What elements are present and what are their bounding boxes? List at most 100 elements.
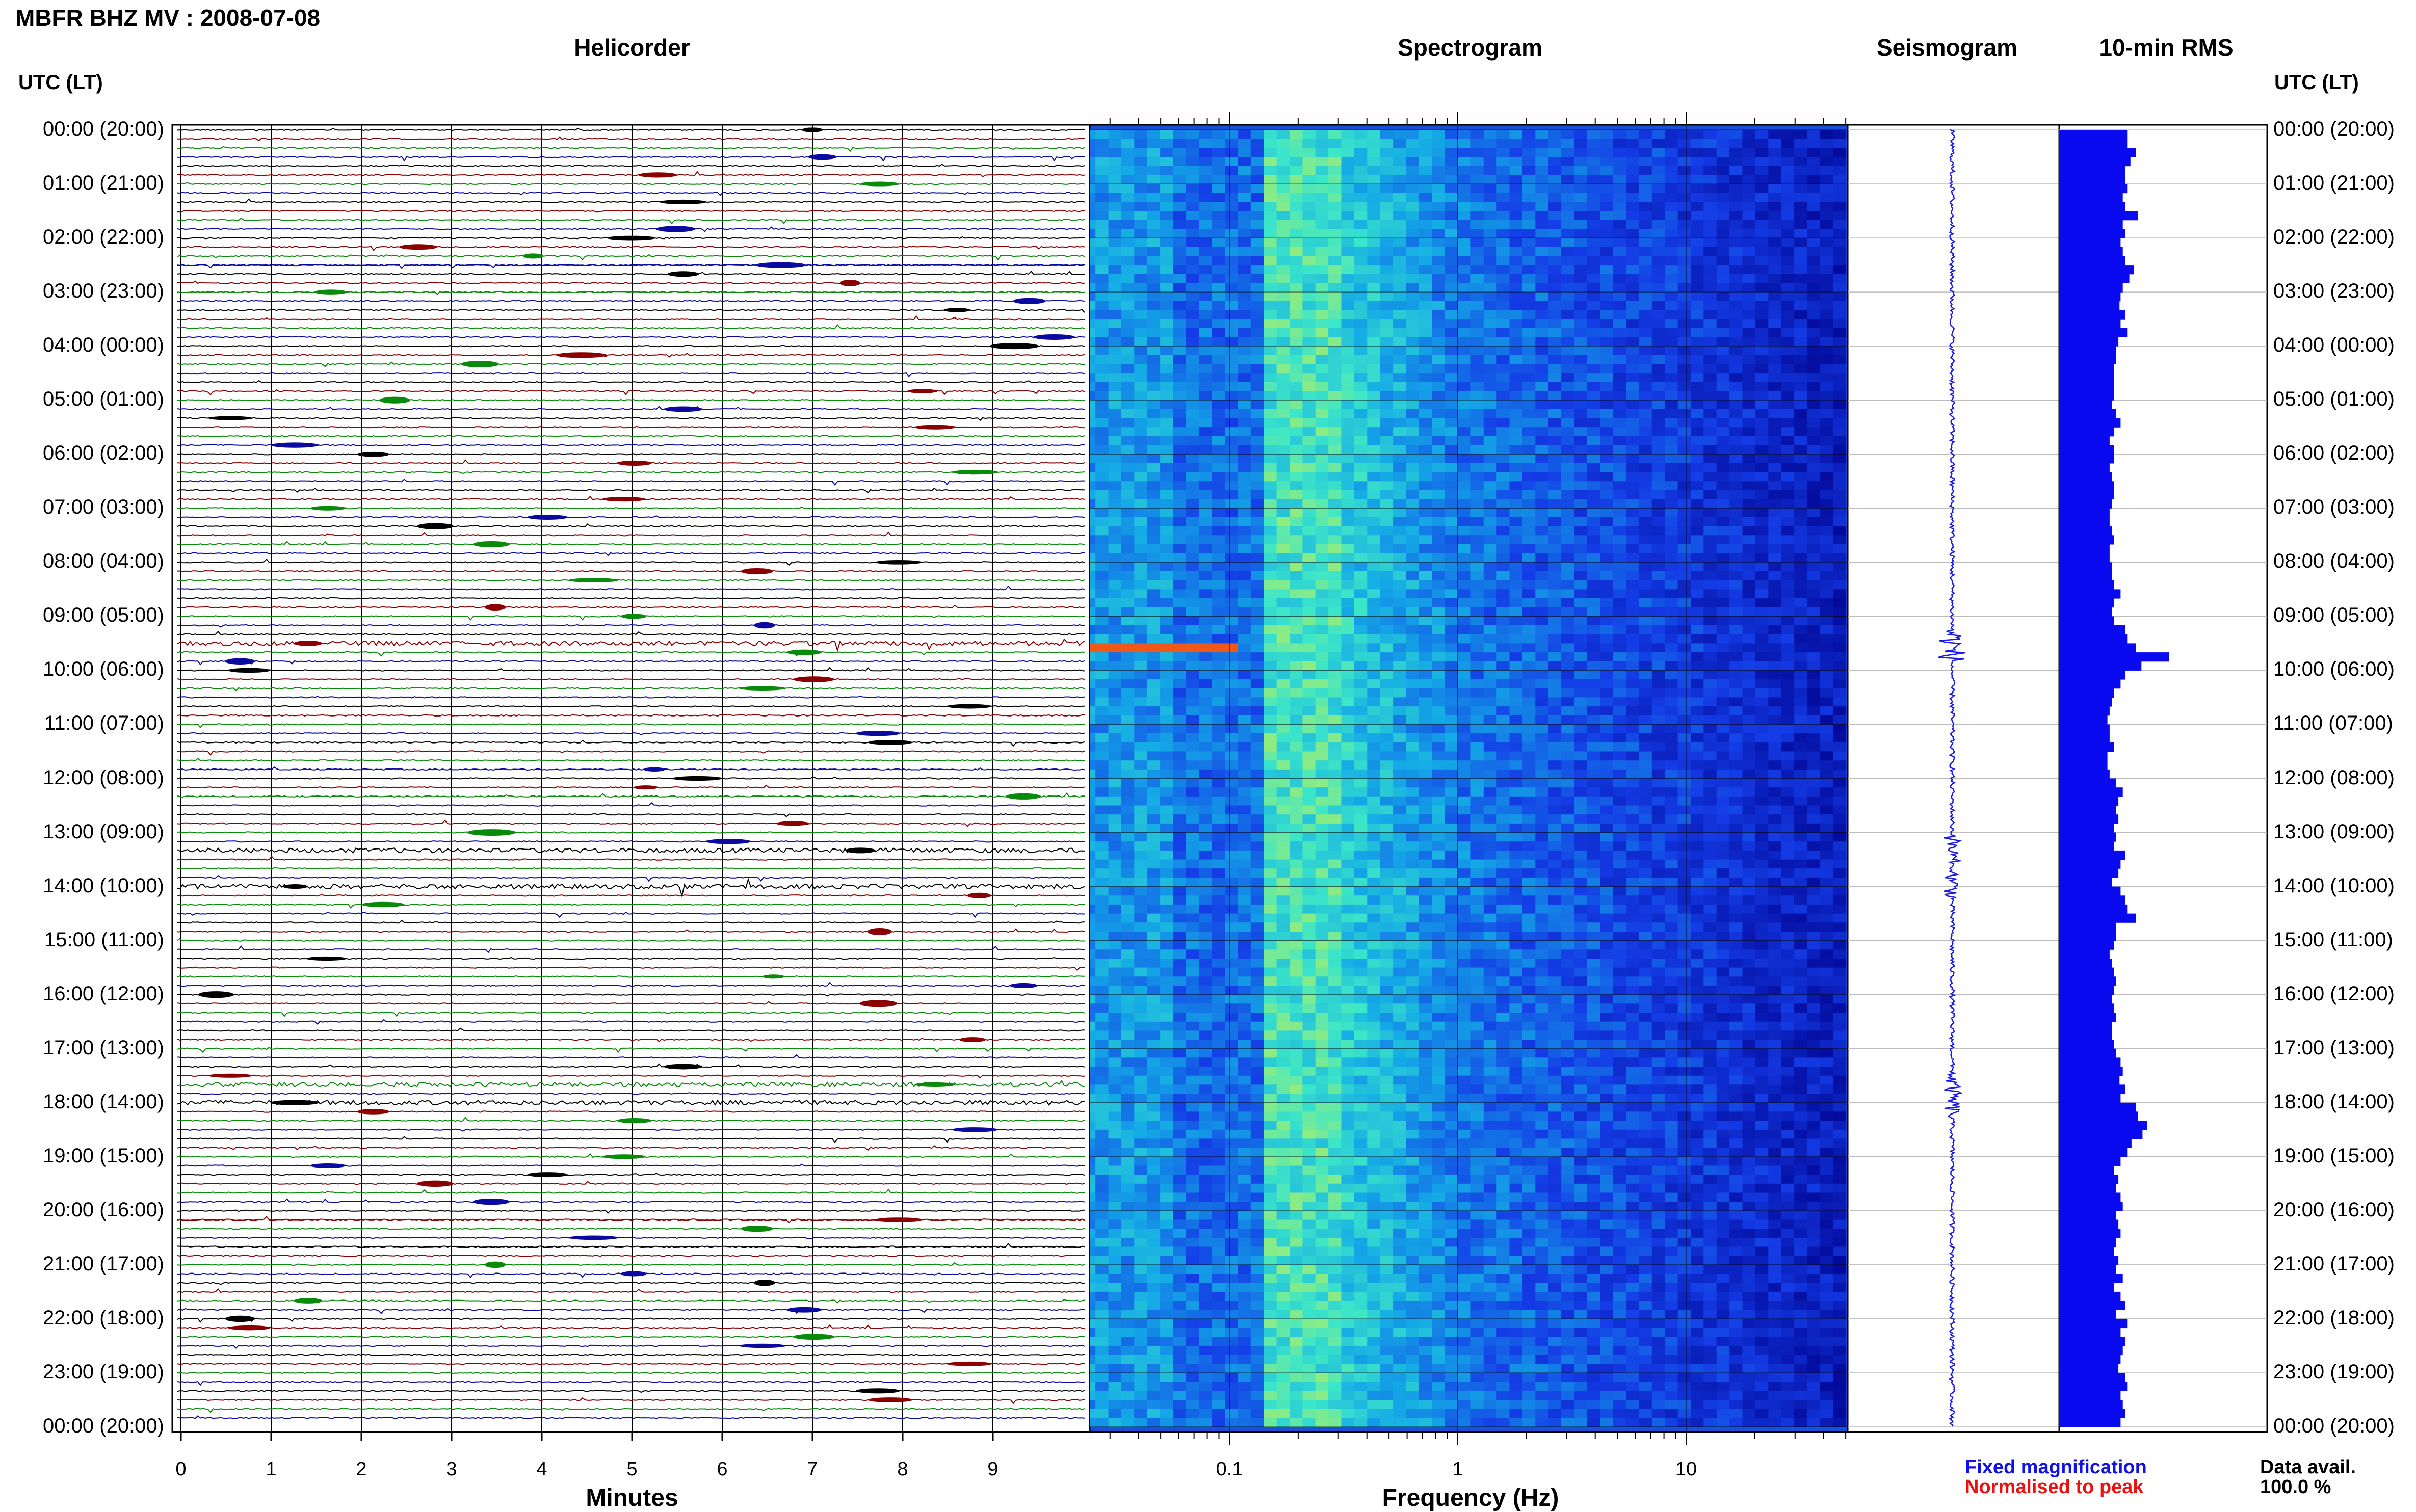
spectrogram-cell (1380, 193, 1394, 202)
spectrogram-cell (1561, 481, 1574, 490)
spectrogram-cell (1458, 301, 1471, 310)
spectrogram-cell (1781, 742, 1795, 752)
spectrogram-cell (1652, 472, 1665, 482)
spectrogram-cell (1691, 697, 1704, 706)
spectrogram-cell (1833, 733, 1846, 742)
spectrogram-cell (1238, 148, 1251, 157)
spectrogram-cell (1665, 508, 1678, 517)
spectrogram-cell (1587, 814, 1600, 824)
spectrogram-cell (1212, 535, 1225, 544)
spectrogram-cell (1626, 364, 1639, 374)
spectrogram-cell (1561, 391, 1574, 401)
spectrogram-cell (1807, 472, 1820, 482)
spectrogram-cell (1807, 760, 1820, 770)
spectrogram-cell (1134, 499, 1147, 509)
spectrogram-cell (1316, 292, 1329, 301)
spectrogram-cell (1354, 166, 1368, 175)
spectrogram-cell (1238, 643, 1251, 652)
spectrogram-cell (1794, 472, 1807, 482)
spectrogram-cell (1354, 337, 1368, 347)
spectrogram-cell (1691, 508, 1704, 517)
spectrogram-cell (1302, 166, 1316, 175)
spectrogram-cell (1484, 806, 1497, 815)
spectrogram-cell (1807, 806, 1820, 815)
spectrogram-cell (1134, 355, 1147, 364)
spectrogram-cell (1277, 661, 1290, 671)
spectrogram-cell (1833, 202, 1846, 211)
spectrogram-cell (1445, 481, 1458, 490)
spectrogram-cell (1147, 184, 1161, 193)
spectrogram-cell (1678, 779, 1691, 788)
spectrogram-cell (1717, 229, 1730, 238)
spectrogram-cell (1626, 670, 1639, 679)
spectrogram-cell (1470, 220, 1484, 229)
spectrogram-cell (1755, 481, 1769, 490)
spectrogram-cell (1109, 526, 1122, 536)
spectrogram-cell (1121, 833, 1135, 842)
spectrogram-cell (1121, 391, 1135, 401)
helicorder-event-burst (868, 928, 892, 935)
spectrogram-cell (1316, 427, 1329, 436)
spectrogram-cell (1510, 814, 1523, 824)
spectrogram-cell (1328, 328, 1342, 337)
spectrogram-cell (1147, 715, 1161, 725)
spectrogram-cell (1419, 229, 1432, 238)
spectrogram-cell (1264, 589, 1277, 598)
spectrogram-cell (1717, 391, 1730, 401)
spectrogram-cell (1613, 481, 1626, 490)
spectrogram-cell (1445, 725, 1458, 734)
spectrogram-cell (1561, 625, 1574, 634)
spectrogram-cell (1173, 607, 1187, 617)
spectrogram-cell (1406, 247, 1420, 256)
spectrogram-cell (1510, 319, 1523, 328)
spectrogram-cell (1445, 328, 1458, 337)
spectrogram-cell (1755, 301, 1769, 310)
spectrogram-cell (1639, 598, 1652, 607)
spectrogram-cell (1703, 508, 1717, 517)
spectrogram-cell (1432, 760, 1445, 770)
spectrogram-cell (1302, 770, 1316, 779)
spectrogram-cell (1574, 589, 1588, 598)
spectrogram-cell (1121, 742, 1135, 752)
spectrogram-cell (1121, 418, 1135, 428)
spectrogram-cell (1186, 742, 1199, 752)
spectrogram-cell (1342, 643, 1355, 652)
spectrogram-cell (1484, 319, 1497, 328)
spectrogram-cell (1807, 490, 1820, 499)
spectrogram-cell (1090, 283, 1096, 293)
spectrogram-cell (1147, 589, 1161, 598)
spectrogram-cell (1367, 283, 1380, 293)
spectrogram-cell (1173, 643, 1187, 652)
spectrogram-cell (1186, 553, 1199, 563)
helicorder-event-burst (741, 1226, 773, 1232)
spectrogram-cell (1652, 355, 1665, 364)
spectrogram-cell (1342, 634, 1355, 644)
spectrogram-cell (1199, 409, 1212, 418)
spectrogram-cell (1199, 310, 1212, 320)
spectrogram-cell (1251, 265, 1264, 274)
spectrogram-cell (1095, 706, 1109, 715)
spectrogram-cell (1445, 265, 1458, 274)
spectrogram-cell (1548, 625, 1562, 634)
spectrogram-cell (1807, 337, 1820, 347)
spectrogram-cell (1522, 752, 1536, 761)
spectrogram-cell (1251, 643, 1264, 652)
spectrogram-cell (1510, 742, 1523, 752)
spectrogram-cell (1095, 742, 1109, 752)
spectrogram-cell (1470, 688, 1484, 698)
spectrogram-cell (1354, 535, 1368, 544)
spectrogram-cell (1354, 814, 1368, 824)
spectrogram-cell (1238, 175, 1251, 184)
spectrogram-cell (1393, 634, 1406, 644)
spectrogram-cell (1665, 274, 1678, 283)
spectrogram-cell (1470, 202, 1484, 211)
spectrogram-cell (1173, 301, 1187, 310)
spectrogram-cell (1458, 526, 1471, 536)
spectrogram-cell (1354, 328, 1368, 337)
spectrogram-cell (1613, 301, 1626, 310)
spectrogram-cell (1419, 806, 1432, 815)
spectrogram-cell (1768, 346, 1781, 355)
spectrogram-cell (1095, 472, 1109, 482)
spectrogram-cell (1134, 814, 1147, 824)
spectrogram-cell (1090, 436, 1096, 445)
